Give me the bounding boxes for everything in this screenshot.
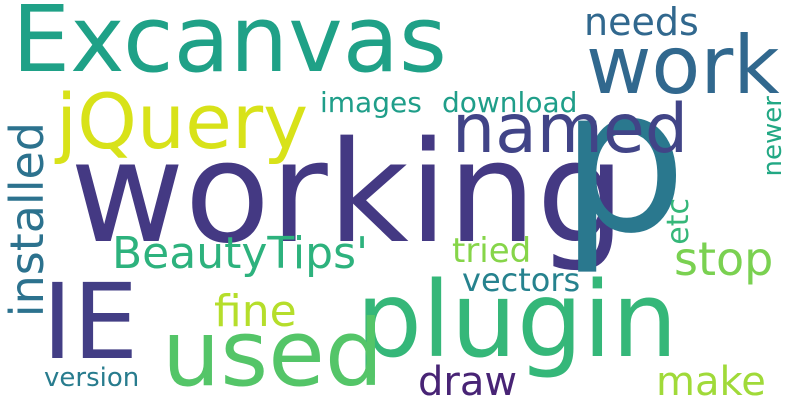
word-version: version bbox=[44, 363, 140, 393]
word-tried: tried bbox=[452, 231, 532, 271]
word-installed: installed bbox=[0, 122, 54, 318]
word-images: images bbox=[320, 86, 422, 119]
word-newer: newer bbox=[758, 96, 788, 177]
word-fine: fine bbox=[214, 286, 297, 337]
word-etc: etc bbox=[661, 198, 696, 245]
word-needs: needs bbox=[584, 0, 699, 44]
word-used: used bbox=[162, 300, 384, 400]
word-beautytips: BeautyTips' bbox=[112, 228, 369, 279]
word-excanvas: Excanvas bbox=[12, 0, 447, 93]
word-p: p bbox=[560, 45, 687, 278]
word-stop: stop bbox=[674, 232, 774, 286]
word-work: work bbox=[586, 19, 780, 112]
word-make: make bbox=[656, 359, 766, 400]
word-named: named bbox=[452, 90, 689, 169]
word-vectors: vectors bbox=[462, 261, 581, 299]
word-jquery: jQuery bbox=[56, 77, 309, 166]
word-plugin: plugin bbox=[356, 259, 678, 381]
word-ie: IE bbox=[42, 261, 139, 383]
word-draw: draw bbox=[418, 359, 518, 400]
word-working: working bbox=[70, 112, 626, 275]
word-download: download bbox=[442, 86, 578, 119]
